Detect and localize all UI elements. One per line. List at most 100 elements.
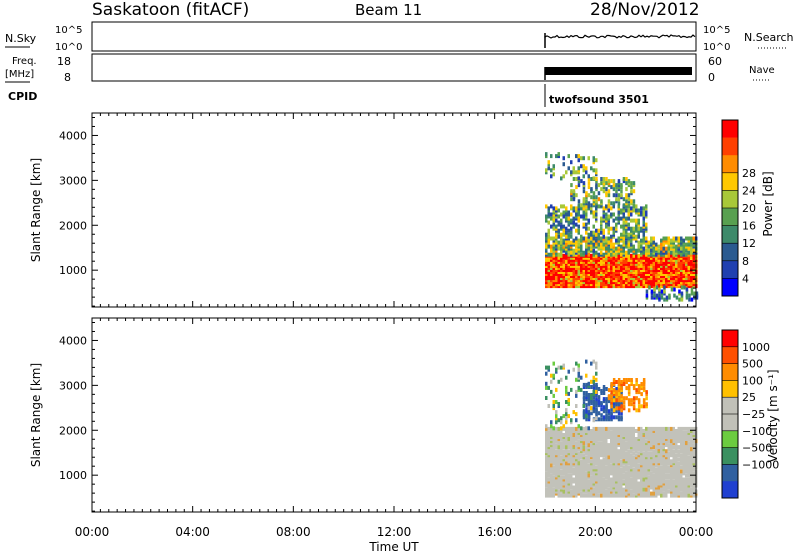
velocity-cell — [580, 375, 583, 380]
velocity-cell — [675, 453, 678, 458]
velocity-cell — [612, 415, 616, 420]
power-cell — [550, 276, 553, 281]
power-cell — [560, 226, 563, 231]
power-cell — [655, 252, 658, 257]
velocity-cell — [647, 457, 650, 462]
power-cell — [637, 276, 640, 281]
velocity-cell — [667, 465, 670, 470]
velocity-cell — [680, 447, 683, 452]
power-cell — [600, 230, 603, 235]
velocity-cell — [677, 461, 680, 466]
power-cell — [560, 176, 563, 181]
velocity-cell — [662, 457, 665, 462]
velocity-cell — [620, 404, 623, 409]
power-cell — [555, 276, 558, 281]
velocity-cell — [617, 384, 621, 389]
velocity-cell — [630, 477, 633, 482]
power-cell — [605, 248, 608, 253]
velocity-cell — [655, 477, 658, 482]
power-cell — [620, 216, 623, 221]
velocity-cell — [592, 439, 595, 444]
power-cell — [650, 266, 653, 270]
velocity-cell — [672, 487, 675, 492]
velocity-cell — [617, 477, 620, 482]
velocity-cell — [570, 467, 573, 472]
velocity-cell — [660, 445, 663, 450]
velocity-cell — [582, 441, 585, 446]
power-cell — [580, 257, 583, 262]
power-cell — [632, 181, 636, 186]
power-cell — [585, 166, 588, 171]
power-cell — [582, 276, 585, 281]
power-cell — [650, 276, 653, 281]
power-cell — [690, 236, 693, 241]
velocity-cell — [685, 477, 688, 482]
velocity-cell — [610, 398, 613, 403]
velocity-cell — [557, 447, 560, 452]
velocity-cell — [632, 487, 635, 492]
y-tick-label: 1000 — [59, 264, 87, 277]
velocity-cell — [635, 382, 638, 386]
colorbar-segment — [722, 190, 738, 209]
power-cell — [592, 176, 595, 181]
power-cell — [622, 179, 626, 184]
velocity-cell — [577, 363, 580, 368]
power-cell — [560, 236, 563, 241]
power-cell — [570, 257, 573, 262]
power-cell — [582, 174, 585, 179]
velocity-cell — [627, 426, 630, 431]
velocity-cell — [615, 398, 618, 403]
power-cell — [645, 204, 648, 209]
power-cell — [570, 218, 573, 223]
power-cell — [600, 226, 603, 231]
power-cell — [670, 250, 673, 255]
power-cell — [617, 248, 620, 253]
velocity-cell — [607, 399, 611, 404]
velocity-cell — [552, 429, 555, 433]
power-cell — [552, 266, 555, 270]
power-cell — [627, 236, 630, 241]
power-cell — [572, 189, 576, 194]
power-cell — [585, 274, 588, 278]
velocity-cell — [690, 457, 693, 462]
power-cell — [622, 266, 625, 270]
velocity-cell — [577, 385, 580, 390]
velocity-cell — [632, 467, 635, 472]
power-cell — [665, 295, 669, 300]
velocity-cell — [615, 439, 618, 444]
power-cell — [582, 222, 585, 227]
power-cell — [562, 174, 565, 179]
velocity-cell — [632, 457, 635, 462]
velocity-cell — [650, 467, 653, 472]
power-cell — [587, 226, 590, 231]
velocity-cell — [557, 365, 560, 370]
velocity-cell — [602, 439, 605, 444]
velocity-cell — [605, 397, 608, 402]
velocity-cell — [582, 391, 586, 395]
velocity-cell — [665, 449, 668, 454]
velocity-cell — [645, 404, 648, 409]
velocity-cell — [652, 449, 655, 454]
velocity-cell — [660, 493, 663, 498]
velocity-cell — [565, 457, 568, 462]
velocity-cell — [607, 426, 610, 431]
power-cell — [607, 189, 611, 194]
velocity-cell — [630, 378, 633, 382]
power-cell — [610, 266, 613, 270]
velocity-cell — [562, 433, 565, 437]
power-cell — [653, 293, 656, 298]
velocity-cell — [557, 426, 560, 431]
y-tick-label: 1000 — [59, 469, 87, 482]
power-cell — [582, 266, 585, 270]
power-cell — [630, 181, 633, 186]
velocity-cell — [572, 477, 575, 482]
velocity-cell — [685, 447, 688, 452]
power-cell — [652, 276, 655, 281]
velocity-cell — [547, 367, 550, 372]
power-cell — [592, 252, 595, 257]
velocity-cell — [682, 457, 685, 462]
velocity-cell — [615, 415, 618, 420]
power-cell — [667, 266, 670, 270]
power-cell — [575, 248, 578, 253]
velocity-cell — [575, 412, 578, 417]
